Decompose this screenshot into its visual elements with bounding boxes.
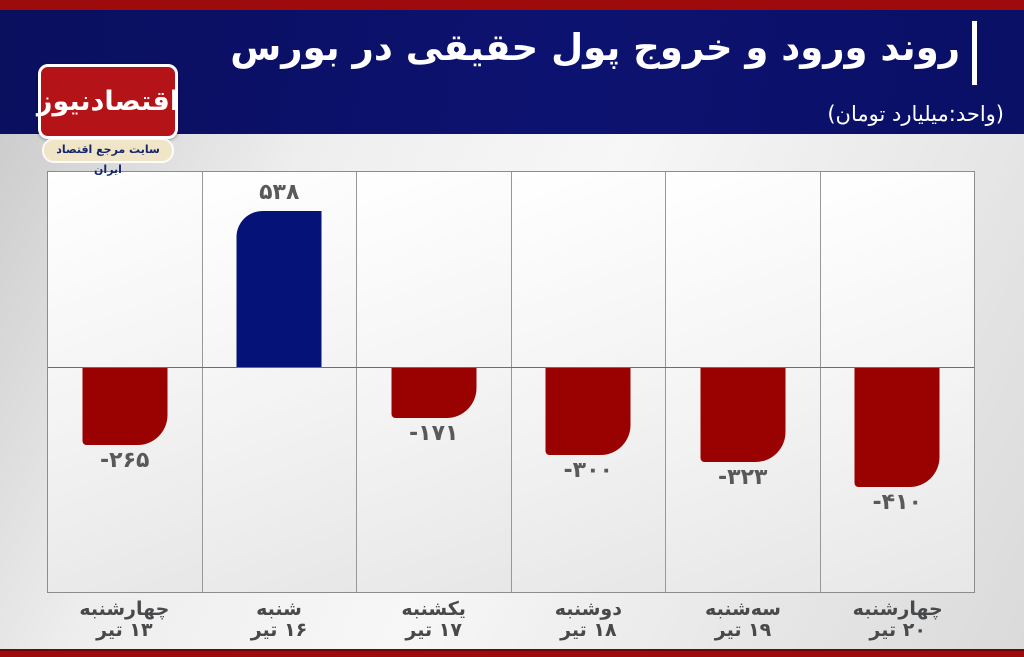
x-axis-label: دوشنبه ۱۸ تیر xyxy=(511,599,666,641)
bar-value-label: -۴۱۰ xyxy=(872,490,922,515)
bottom-accent-strip xyxy=(0,649,1024,657)
logo-box: اقتصادنیوز xyxy=(36,64,180,139)
logo-tagline: سایت مرجع اقتصاد ایران xyxy=(44,140,172,176)
x-axis-label-date: ۲۰ تیر xyxy=(869,619,926,641)
chart-column: -۲۶۵ xyxy=(48,172,202,592)
chart-column: -۳۰۰ xyxy=(510,172,665,592)
negative-bar xyxy=(700,368,786,462)
negative-bar xyxy=(545,368,631,455)
unit-subtitle: (واحد:میلیارد تومان) xyxy=(827,102,1004,126)
bar-value-label: ۵۳۸ xyxy=(259,180,300,205)
x-axis-label: چهارشنبه ۱۳ تیر xyxy=(47,599,202,641)
x-axis-label: سه‌شنبه ۱۹ تیر xyxy=(666,599,821,641)
x-axis-label-day: شنبه xyxy=(256,598,302,620)
x-axis-label: شنبه ۱۶ تیر xyxy=(202,599,357,641)
x-axis-label-date: ۱۷ تیر xyxy=(405,619,462,641)
title-accent-bar xyxy=(972,21,977,85)
chart-column: -۴۱۰ xyxy=(819,172,974,592)
x-axis-label-day: دوشنبه xyxy=(554,598,622,620)
bar-value-label: -۳۰۰ xyxy=(563,458,613,483)
x-axis-label-day: یکشنبه xyxy=(401,598,466,620)
positive-bar xyxy=(236,211,322,367)
bar-chart-plot-area: -۲۶۵ ۵۳۸ -۱۷۱ -۳۰۰ -۳۲۳ -۴۱۰ xyxy=(47,171,975,593)
bar-value-label: -۲۶۵ xyxy=(100,448,150,473)
page-title: روند ورود و خروج پول حقیقی در بورس xyxy=(230,26,960,69)
x-axis-labels: چهارشنبه ۱۳ تیر شنبه ۱۶ تیر یکشنبه ۱۷ تیر دوشن… xyxy=(47,599,975,641)
negative-bar xyxy=(391,368,477,418)
x-axis-label-date: ۱۹ تیر xyxy=(714,619,772,641)
x-axis-label: یکشنبه ۱۷ تیر xyxy=(356,599,511,641)
bar-value-label: -۱۷۱ xyxy=(409,421,459,446)
x-axis-label: چهارشنبه ۲۰ تیر xyxy=(820,599,975,641)
x-axis-label-day: سه‌شنبه xyxy=(705,598,781,620)
x-axis-label-date: ۱۶ تیر xyxy=(250,619,308,641)
negative-bar xyxy=(82,368,168,445)
x-axis-label-day: چهارشنبه xyxy=(852,598,943,620)
zero-axis-line xyxy=(48,367,974,368)
chart-column: -۱۷۱ xyxy=(356,172,511,592)
chart-column: -۳۲۳ xyxy=(665,172,820,592)
bar-value-label: -۳۲۳ xyxy=(718,465,768,490)
negative-bar xyxy=(854,368,940,487)
x-axis-label-day: چهارشنبه xyxy=(79,598,170,620)
x-axis-label-date: ۱۳ تیر xyxy=(96,619,153,641)
logo: اقتصادنیوز سایت مرجع اقتصاد ایران xyxy=(36,64,180,176)
chart-column: ۵۳۸ xyxy=(201,172,356,592)
top-accent-strip xyxy=(0,0,1024,10)
x-axis-label-date: ۱۸ تیر xyxy=(560,619,617,641)
logo-text: اقتصادنیوز xyxy=(36,86,180,117)
